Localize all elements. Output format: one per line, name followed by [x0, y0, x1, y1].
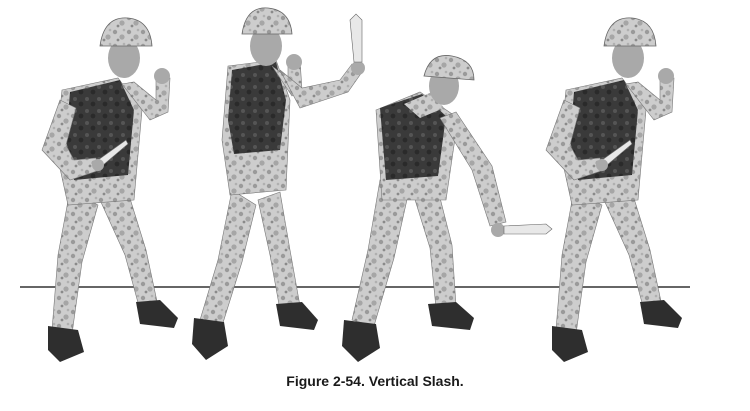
figure-illustration	[20, 7, 690, 362]
frame-2-marine	[192, 7, 365, 360]
frame-4-marine	[545, 17, 682, 362]
figure-caption: Figure 2-54. Vertical Slash.	[286, 373, 464, 389]
frame-3-marine	[342, 55, 553, 362]
figure-drawing	[20, 7, 690, 362]
frame-1-marine	[41, 17, 178, 362]
